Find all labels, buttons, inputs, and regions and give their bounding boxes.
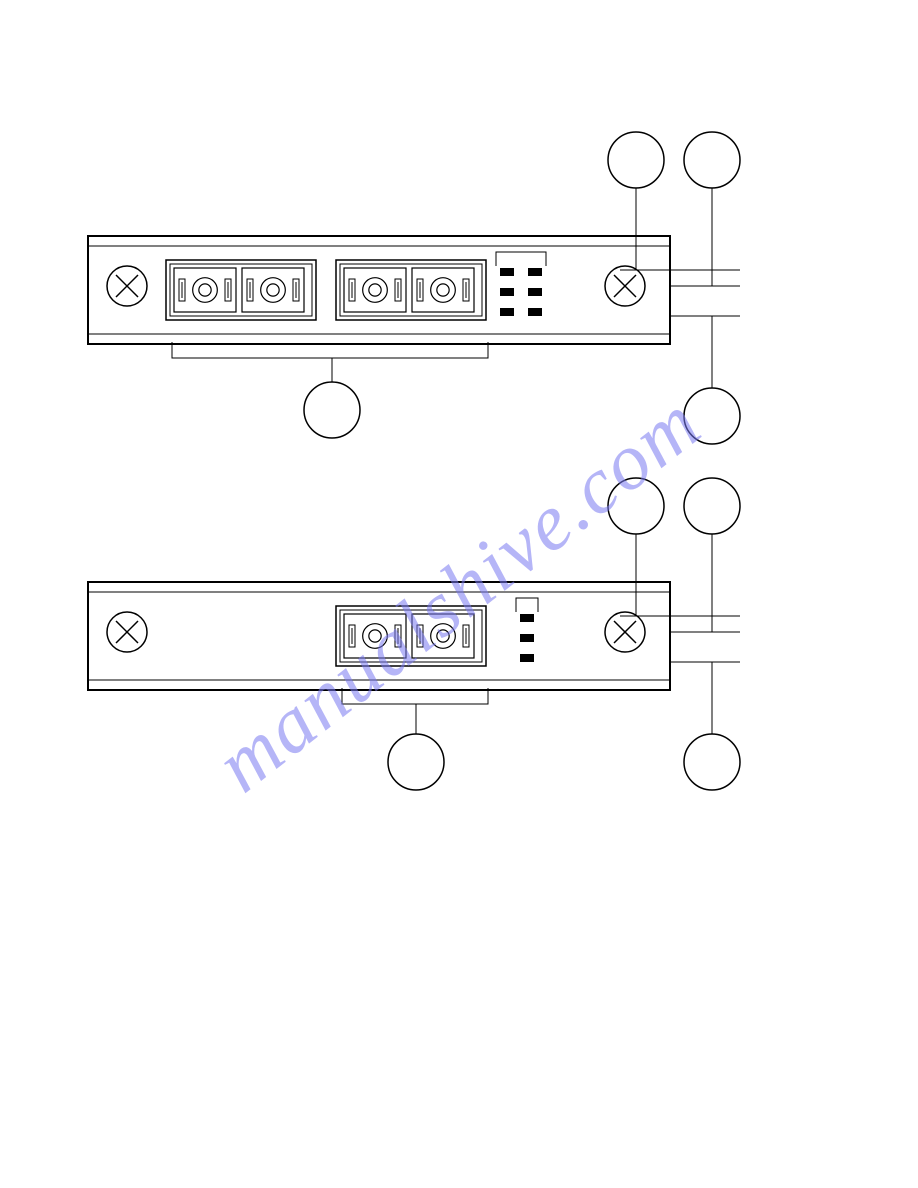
document-page: manualshive.com (0, 0, 918, 1188)
figure-canvas (0, 0, 918, 1188)
module-diagram-single (88, 478, 740, 790)
module-diagram-dual (88, 132, 740, 444)
